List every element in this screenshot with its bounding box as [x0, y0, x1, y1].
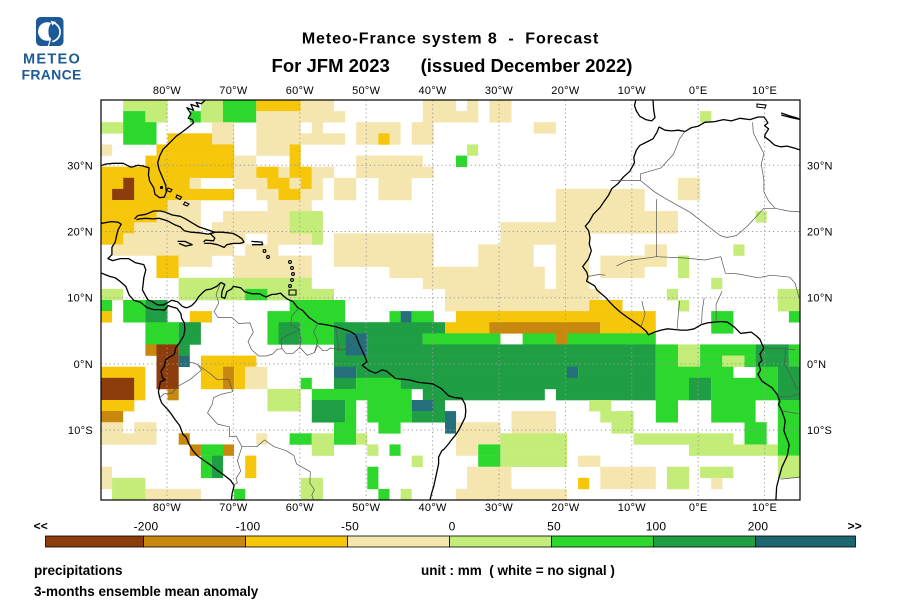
- svg-text:10°E: 10°E: [752, 502, 777, 514]
- svg-text:20°N: 20°N: [67, 227, 93, 239]
- svg-text:70°W: 70°W: [219, 502, 248, 514]
- svg-text:10°W: 10°W: [618, 502, 647, 514]
- svg-text:100: 100: [646, 520, 667, 534]
- svg-text:50°W: 50°W: [352, 502, 381, 514]
- svg-text:10°E: 10°E: [752, 85, 777, 97]
- svg-text:METEO: METEO: [23, 52, 81, 68]
- svg-text:80°W: 80°W: [153, 85, 182, 97]
- svg-text:-50: -50: [341, 520, 359, 534]
- svg-text:30°W: 30°W: [485, 85, 514, 97]
- svg-text:10°S: 10°S: [807, 425, 832, 437]
- svg-text:10°S: 10°S: [68, 425, 93, 437]
- svg-text:>>: >>: [848, 519, 862, 533]
- svg-text:-100: -100: [236, 520, 261, 534]
- svg-text:precipitations: precipitations: [34, 563, 123, 578]
- svg-text:10°N: 10°N: [807, 293, 833, 305]
- svg-text:20°W: 20°W: [551, 502, 580, 514]
- svg-text:30°W: 30°W: [485, 502, 514, 514]
- svg-text:200: 200: [748, 520, 769, 534]
- svg-text:0°E: 0°E: [689, 85, 708, 97]
- svg-text:40°W: 40°W: [418, 502, 447, 514]
- svg-text:80°W: 80°W: [153, 502, 182, 514]
- svg-text:60°W: 60°W: [286, 85, 315, 97]
- svg-text:0°E: 0°E: [689, 502, 708, 514]
- svg-text:3-months ensemble mean anomaly: 3-months ensemble mean anomaly: [34, 584, 259, 599]
- svg-text:For JFM 2023 (issued Dece: For JFM 2023 (issued December 2022): [272, 55, 633, 76]
- svg-text:unit : mm ( white = no signal: unit : mm ( white = no signal ): [421, 563, 615, 578]
- svg-text:-200: -200: [134, 520, 159, 534]
- svg-text:20°W: 20°W: [551, 85, 580, 97]
- svg-text:50°W: 50°W: [352, 85, 381, 97]
- svg-text:Meteo-France system 8 - Fore: Meteo-France system 8 - Forecast: [302, 31, 599, 48]
- svg-text:0°N: 0°N: [807, 359, 826, 371]
- svg-text:50: 50: [547, 520, 561, 534]
- svg-text:70°W: 70°W: [219, 85, 248, 97]
- svg-text:10°W: 10°W: [618, 85, 647, 97]
- svg-text:0: 0: [449, 520, 456, 534]
- svg-text:10°N: 10°N: [67, 293, 93, 305]
- svg-text:60°W: 60°W: [286, 502, 315, 514]
- svg-text:FRANCE: FRANCE: [22, 67, 82, 83]
- svg-text:<<: <<: [34, 519, 48, 533]
- svg-text:30°N: 30°N: [67, 160, 93, 172]
- svg-text:0°N: 0°N: [74, 359, 93, 371]
- svg-text:30°N: 30°N: [807, 160, 833, 172]
- svg-text:40°W: 40°W: [418, 85, 447, 97]
- svg-text:20°N: 20°N: [807, 227, 833, 239]
